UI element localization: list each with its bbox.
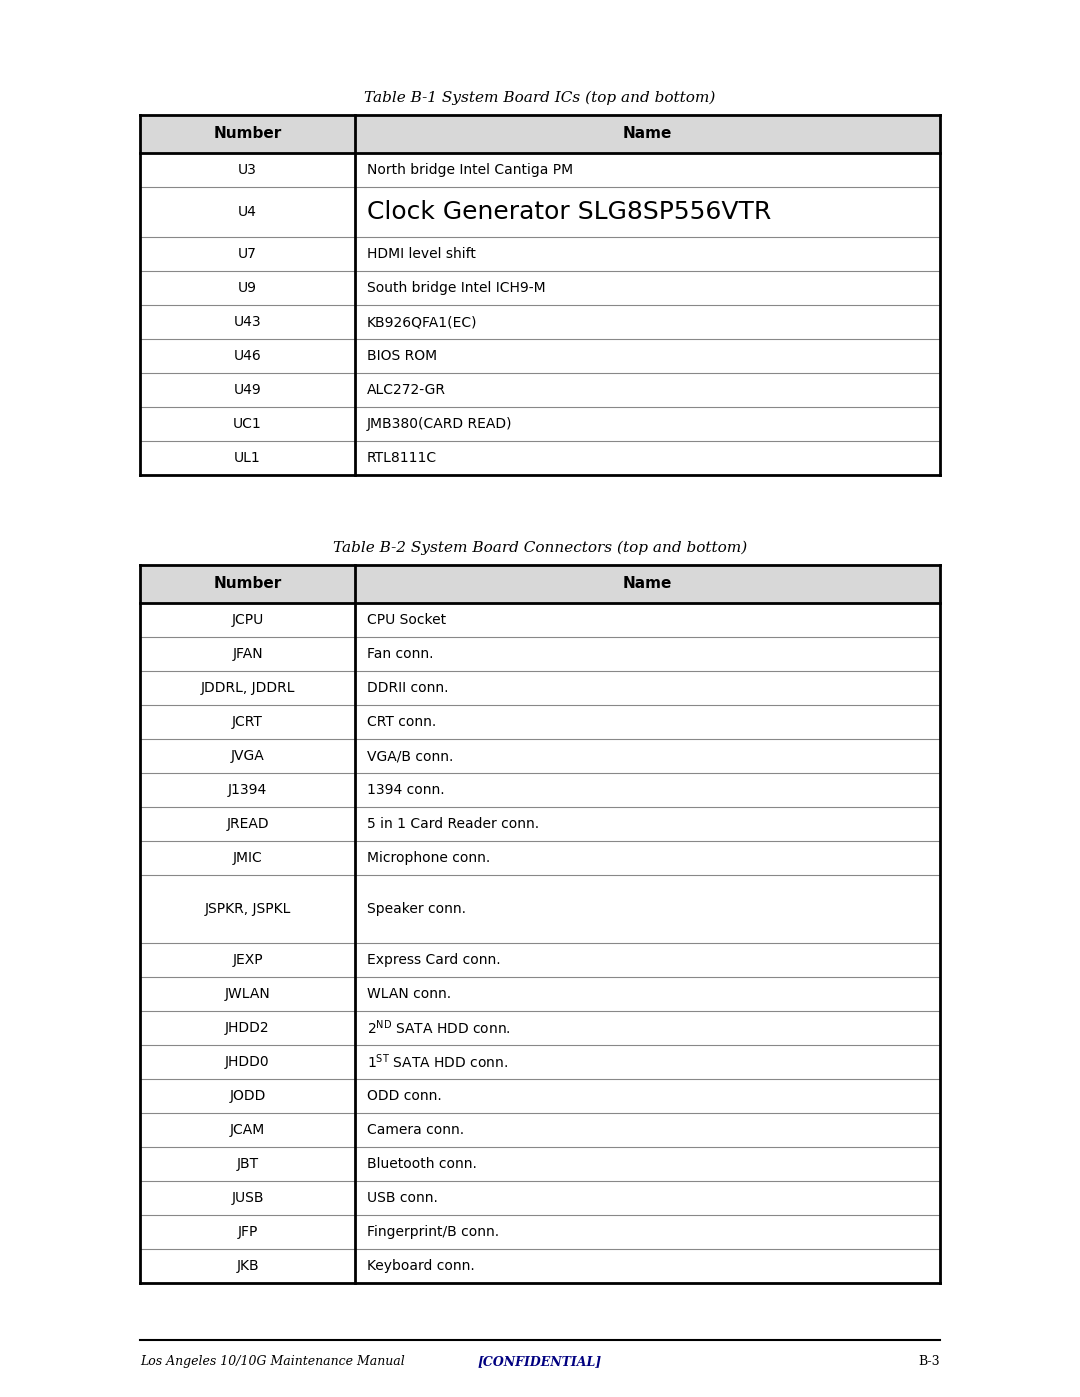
- Bar: [140, 1113, 940, 1147]
- Text: Keyboard conn.: Keyboard conn.: [367, 1259, 475, 1273]
- Text: B-3: B-3: [918, 1355, 940, 1368]
- Bar: [140, 705, 940, 739]
- Bar: [140, 671, 940, 705]
- Text: JHDD0: JHDD0: [226, 1055, 270, 1069]
- Text: JBT: JBT: [237, 1157, 258, 1171]
- Bar: [140, 339, 940, 373]
- Text: Fan conn.: Fan conn.: [367, 647, 433, 661]
- Text: JCRT: JCRT: [232, 715, 262, 729]
- Text: BIOS ROM: BIOS ROM: [367, 349, 437, 363]
- Text: J1394: J1394: [228, 782, 267, 798]
- Text: JKB: JKB: [237, 1259, 259, 1273]
- Text: JEXP: JEXP: [232, 953, 262, 967]
- Bar: [140, 373, 940, 407]
- Text: 1394 conn.: 1394 conn.: [367, 782, 445, 798]
- Text: Fingerprint/B conn.: Fingerprint/B conn.: [367, 1225, 499, 1239]
- Text: U49: U49: [233, 383, 261, 397]
- Text: Table B-1 System Board ICs (top and bottom): Table B-1 System Board ICs (top and bott…: [364, 91, 716, 105]
- Text: JVGA: JVGA: [231, 749, 265, 763]
- Text: U3: U3: [238, 163, 257, 177]
- Bar: [140, 271, 940, 305]
- Bar: [140, 977, 940, 1011]
- Text: $2^{\mathrm{ND}}$ SATA HDD conn.: $2^{\mathrm{ND}}$ SATA HDD conn.: [367, 1018, 511, 1038]
- Bar: [140, 441, 940, 475]
- Text: Los Angeles 10/10G Maintenance Manual: Los Angeles 10/10G Maintenance Manual: [140, 1355, 405, 1368]
- Bar: [140, 1180, 940, 1215]
- Text: RTL8111C: RTL8111C: [367, 451, 437, 465]
- Text: Number: Number: [214, 577, 282, 591]
- Text: JHDD2: JHDD2: [226, 1021, 270, 1035]
- Text: U43: U43: [233, 314, 261, 330]
- Bar: [140, 154, 940, 187]
- Text: North bridge Intel Cantiga PM: North bridge Intel Cantiga PM: [367, 163, 573, 177]
- Text: $1^{\mathrm{ST}}$ SATA HDD conn.: $1^{\mathrm{ST}}$ SATA HDD conn.: [367, 1053, 509, 1071]
- Text: JFP: JFP: [238, 1225, 258, 1239]
- Text: JREAD: JREAD: [226, 817, 269, 831]
- Bar: [140, 1215, 940, 1249]
- Text: Name: Name: [623, 577, 672, 591]
- Text: KB926QFA1(EC): KB926QFA1(EC): [367, 314, 477, 330]
- Text: JWLAN: JWLAN: [225, 988, 270, 1002]
- Bar: [140, 807, 940, 841]
- Text: Bluetooth conn.: Bluetooth conn.: [367, 1157, 477, 1171]
- Text: JCAM: JCAM: [230, 1123, 265, 1137]
- Bar: [140, 739, 940, 773]
- Text: Express Card conn.: Express Card conn.: [367, 953, 501, 967]
- Text: CRT conn.: CRT conn.: [367, 715, 436, 729]
- Text: JFAN: JFAN: [232, 647, 262, 661]
- Bar: [140, 773, 940, 807]
- Bar: [140, 1078, 940, 1113]
- Text: UC1: UC1: [233, 416, 261, 432]
- Bar: [140, 305, 940, 339]
- Text: U4: U4: [238, 205, 257, 219]
- Text: Table B-2 System Board Connectors (top and bottom): Table B-2 System Board Connectors (top a…: [333, 541, 747, 555]
- Text: ODD conn.: ODD conn.: [367, 1090, 442, 1104]
- Text: South bridge Intel ICH9-M: South bridge Intel ICH9-M: [367, 281, 545, 295]
- Bar: [140, 1011, 940, 1045]
- Text: DDRII conn.: DDRII conn.: [367, 680, 448, 694]
- Text: USB conn.: USB conn.: [367, 1192, 437, 1206]
- Bar: [140, 187, 940, 237]
- Text: U46: U46: [233, 349, 261, 363]
- Bar: [140, 841, 940, 875]
- Text: Clock Generator SLG8SP556VTR: Clock Generator SLG8SP556VTR: [367, 200, 771, 224]
- Bar: [140, 237, 940, 271]
- Text: Name: Name: [623, 127, 672, 141]
- Text: U7: U7: [238, 247, 257, 261]
- Text: JSPKR, JSPKL: JSPKR, JSPKL: [204, 902, 291, 916]
- Text: JCPU: JCPU: [231, 613, 264, 627]
- Text: JMIC: JMIC: [232, 851, 262, 865]
- Text: Camera conn.: Camera conn.: [367, 1123, 464, 1137]
- Bar: [140, 564, 940, 604]
- Bar: [140, 637, 940, 671]
- Text: JMB380(CARD READ): JMB380(CARD READ): [367, 416, 513, 432]
- Text: UL1: UL1: [234, 451, 261, 465]
- Bar: [140, 943, 940, 977]
- Text: JODD: JODD: [229, 1090, 266, 1104]
- Text: JDDRL, JDDRL: JDDRL, JDDRL: [200, 680, 295, 694]
- Bar: [140, 1045, 940, 1078]
- Text: WLAN conn.: WLAN conn.: [367, 988, 451, 1002]
- Text: Microphone conn.: Microphone conn.: [367, 851, 490, 865]
- Text: Number: Number: [214, 127, 282, 141]
- Bar: [140, 407, 940, 441]
- Text: HDMI level shift: HDMI level shift: [367, 247, 476, 261]
- Bar: [140, 115, 940, 154]
- Bar: [140, 1147, 940, 1180]
- Text: CPU Socket: CPU Socket: [367, 613, 446, 627]
- Bar: [140, 604, 940, 637]
- Text: ALC272-GR: ALC272-GR: [367, 383, 446, 397]
- Text: U9: U9: [238, 281, 257, 295]
- Text: 5 in 1 Card Reader conn.: 5 in 1 Card Reader conn.: [367, 817, 539, 831]
- Bar: [140, 1249, 940, 1282]
- Text: VGA/B conn.: VGA/B conn.: [367, 749, 454, 763]
- Bar: [140, 875, 940, 943]
- Text: JUSB: JUSB: [231, 1192, 264, 1206]
- Text: Speaker conn.: Speaker conn.: [367, 902, 465, 916]
- Text: [CONFIDENTIAL]: [CONFIDENTIAL]: [478, 1355, 602, 1368]
